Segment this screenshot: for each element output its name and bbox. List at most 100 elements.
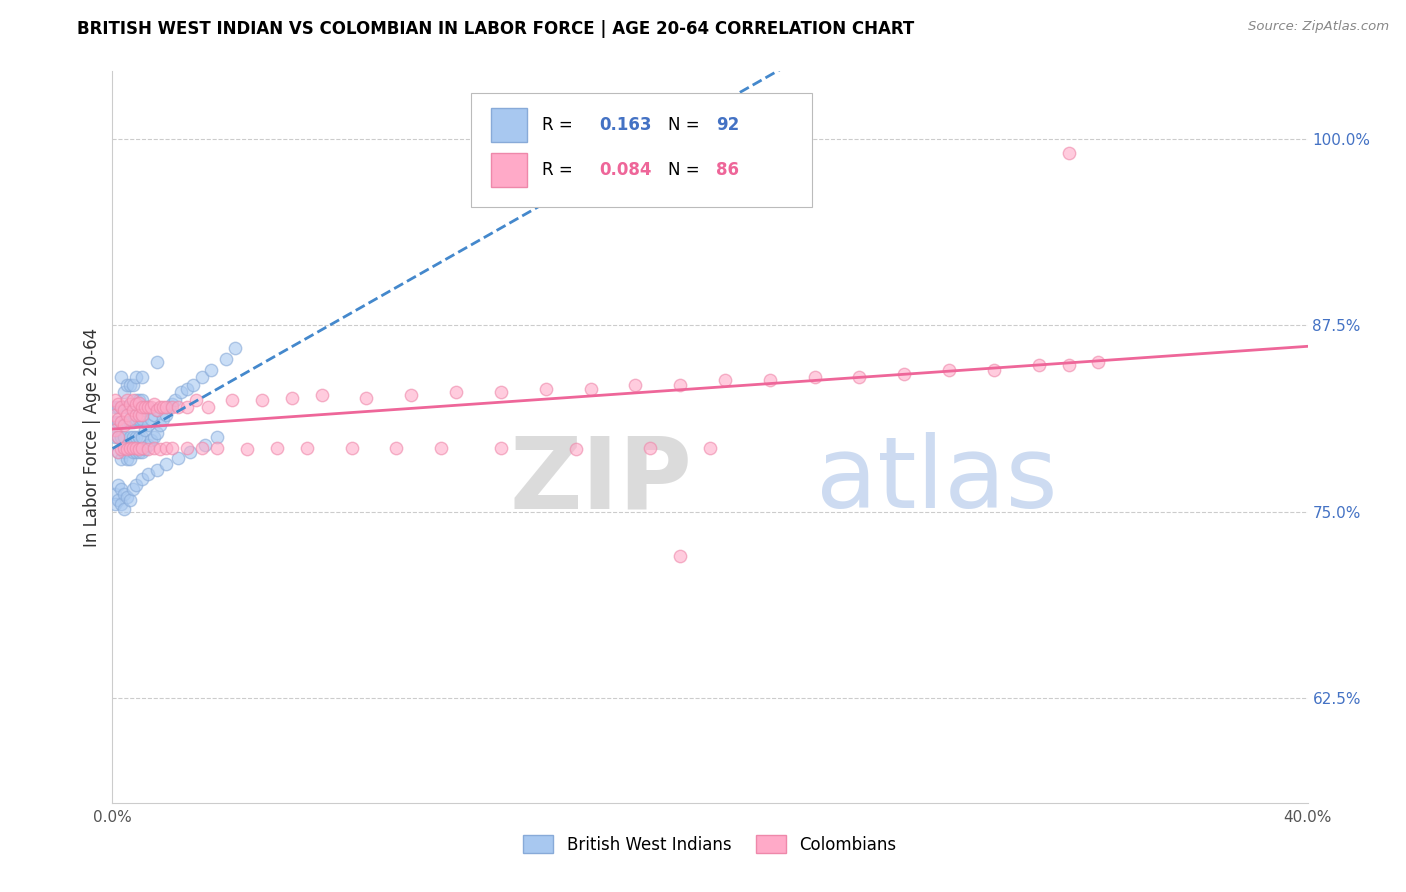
Point [155,441,177,455]
Point [146,403,169,417]
Point [117,442,139,456]
Point [162,401,183,415]
Point [104,401,127,415]
Point [162,441,183,455]
Point [120,412,142,426]
Point [489,441,512,455]
Text: R =: R = [541,116,578,134]
Point [141,412,163,426]
Point [624,377,647,392]
Point [401,388,423,402]
Point [1057,359,1080,373]
Point [125,441,148,455]
Point [131,412,153,426]
Point [176,441,198,455]
Point [146,425,169,440]
Point [138,418,160,433]
Point [224,341,246,355]
Point [167,450,190,465]
Point [128,412,150,426]
Point [215,352,238,367]
Point [125,397,148,411]
Point [128,392,150,407]
Y-axis label: In Labor Force | Age 20-64: In Labor Force | Age 20-64 [83,327,101,547]
Point [122,377,145,392]
Point [128,442,150,456]
Point [122,445,145,459]
Point [489,385,512,400]
Point [564,442,586,456]
Point [149,442,172,456]
Point [430,441,453,455]
Bar [491,108,527,142]
Point [114,501,135,516]
Point [191,441,214,455]
Text: atlas: atlas [817,433,1057,530]
Point [120,441,142,455]
Point [120,397,142,411]
Text: Source: ZipAtlas.com: Source: ZipAtlas.com [1249,20,1389,33]
Text: R =: R = [541,161,578,179]
Point [131,370,153,384]
Point [146,463,169,477]
Point [122,483,145,497]
Point [110,430,132,444]
Point [149,401,172,415]
Point [579,382,602,396]
Point [110,497,132,511]
Point [131,472,153,486]
Point [128,430,150,444]
Point [205,441,228,455]
Point [162,397,183,411]
Point [138,401,160,415]
Point [131,392,153,407]
Legend: British West Indians, Colombians: British West Indians, Colombians [516,829,904,860]
Point [205,430,228,444]
Point [128,445,150,459]
Point [110,401,132,415]
Point [125,430,148,444]
Point [104,392,127,407]
Point [385,441,408,455]
Point [114,445,135,459]
Point [356,391,378,405]
Point [803,370,825,384]
Point [669,377,692,392]
Point [107,445,129,459]
Point [122,415,145,429]
Point [104,430,127,444]
Point [938,363,960,377]
Point [122,401,145,415]
Point [117,401,139,415]
Point [143,397,166,411]
Point [117,452,139,467]
Point [120,415,142,429]
Point [114,415,135,429]
Point [200,363,222,377]
Point [170,385,193,400]
Point [120,452,142,467]
Point [167,401,190,415]
Point [340,441,363,455]
Point [138,442,160,456]
Point [149,418,172,433]
Point [104,408,127,422]
Point [194,437,217,451]
Point [110,442,132,456]
Point [104,497,127,511]
Bar [491,153,527,187]
Point [114,403,135,417]
Point [669,549,692,564]
Point [114,401,135,415]
Point [122,403,145,417]
Point [714,373,737,387]
Text: ZIP: ZIP [509,433,692,530]
Text: 0.163: 0.163 [599,116,651,134]
Point [176,382,198,396]
Point [134,442,156,456]
Point [181,377,204,392]
Point [128,408,150,422]
Point [146,355,169,369]
Point [110,370,132,384]
Point [131,445,153,459]
